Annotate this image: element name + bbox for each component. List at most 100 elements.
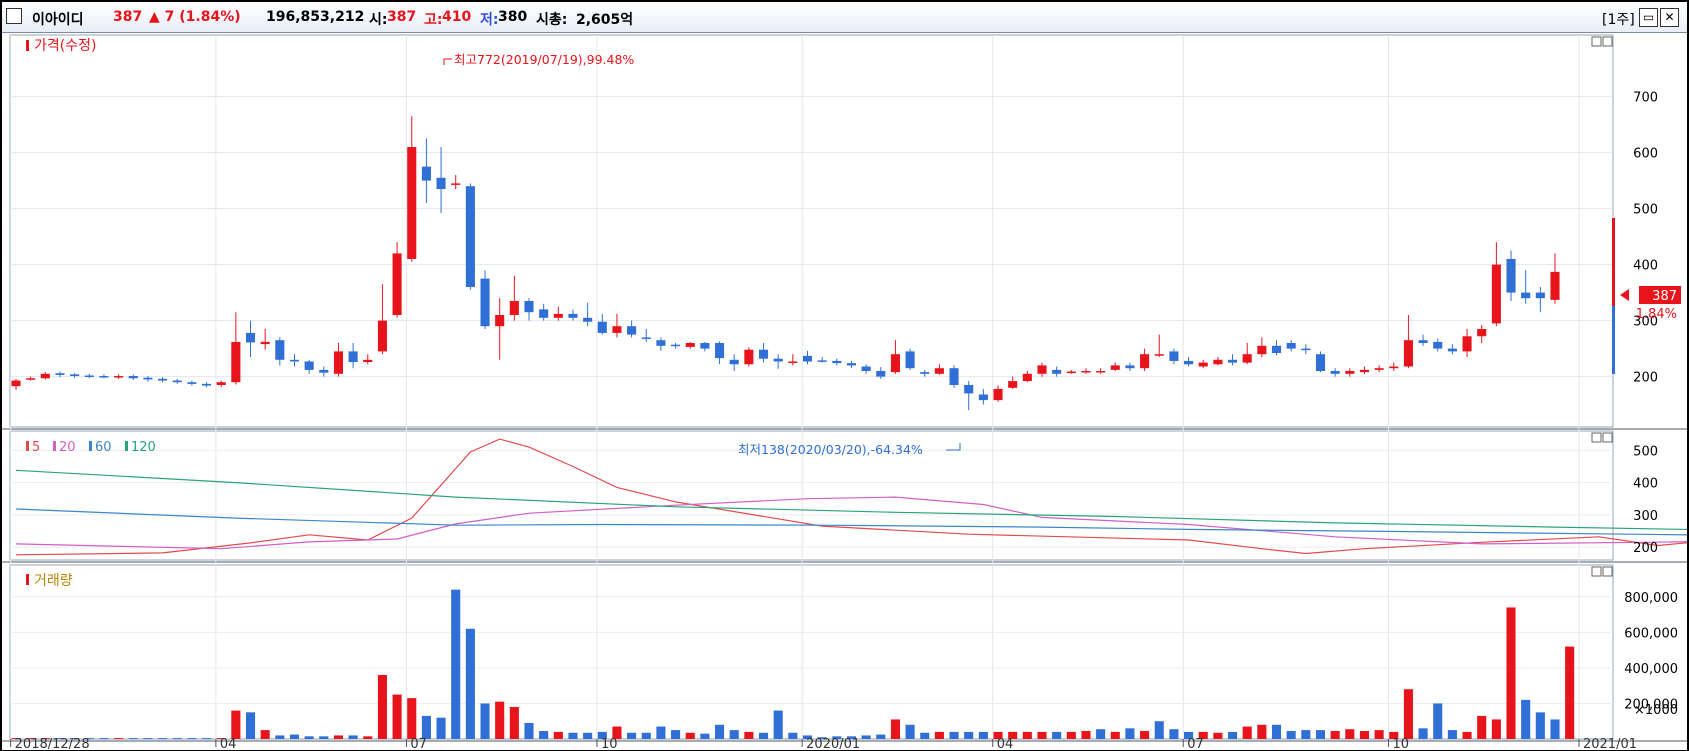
volume-bar bbox=[55, 738, 65, 740]
volume-bar bbox=[832, 736, 842, 739]
candle-body bbox=[40, 373, 50, 379]
close-window-icon[interactable]: ✕ bbox=[1660, 8, 1679, 27]
candle-body bbox=[55, 373, 65, 375]
candle-body bbox=[788, 361, 798, 363]
candle-body bbox=[1271, 345, 1282, 354]
candle-body bbox=[817, 360, 827, 362]
candle-body bbox=[319, 369, 329, 373]
candle-body bbox=[84, 375, 94, 377]
price-change: ▲ 7 (1.84%) bbox=[149, 9, 241, 25]
candle-body bbox=[876, 371, 886, 377]
candle-body bbox=[187, 382, 197, 384]
candle-body bbox=[685, 343, 695, 347]
price-tick-label: 400 bbox=[1633, 259, 1658, 274]
volume-bar bbox=[465, 628, 475, 739]
panel-close-icon[interactable] bbox=[1602, 36, 1613, 47]
candle-body bbox=[377, 320, 387, 352]
candle-body bbox=[1374, 368, 1384, 370]
candle-body bbox=[1315, 354, 1326, 371]
volume-bar bbox=[671, 730, 681, 739]
volume-bar bbox=[245, 712, 256, 739]
window-checkbox[interactable] bbox=[6, 8, 22, 24]
volume-bar bbox=[348, 735, 358, 739]
volume-bar bbox=[1022, 731, 1032, 739]
max-annotation: 최고772(2019/07/19),99.48% bbox=[443, 52, 634, 67]
candle-body bbox=[509, 301, 519, 315]
candle-body bbox=[99, 376, 109, 378]
panel-close-icon[interactable] bbox=[1602, 432, 1613, 443]
candle-body bbox=[333, 351, 344, 374]
price-tag-box bbox=[1639, 286, 1681, 304]
market-cap-label: 시총: bbox=[536, 12, 568, 28]
volume-bar bbox=[231, 710, 241, 739]
panel-close-icon[interactable] bbox=[1602, 566, 1613, 577]
candle-body bbox=[700, 343, 710, 349]
volume-bar bbox=[744, 731, 754, 739]
volume-bar bbox=[964, 731, 974, 739]
low-label: 저: bbox=[480, 12, 499, 28]
candle-body bbox=[436, 177, 446, 189]
volume-bar bbox=[553, 731, 563, 739]
range-bar-down bbox=[1612, 306, 1615, 374]
volume-bar bbox=[289, 734, 300, 739]
restore-window-icon[interactable]: ▭ bbox=[1639, 8, 1658, 27]
panel-minimize-icon[interactable] bbox=[1591, 432, 1602, 443]
volume-bar bbox=[304, 736, 314, 739]
volume-bar bbox=[1198, 731, 1208, 739]
candle-body bbox=[671, 344, 681, 347]
volume-bar bbox=[377, 675, 387, 739]
candle-body bbox=[348, 351, 358, 363]
price-tag-value: 387 bbox=[1652, 289, 1677, 304]
candle-body bbox=[1433, 341, 1443, 349]
panel-minimize-icon[interactable] bbox=[1591, 566, 1602, 577]
panel-minimize-icon[interactable] bbox=[1591, 36, 1602, 47]
candle-body bbox=[114, 376, 124, 378]
volume-bar bbox=[905, 724, 915, 739]
candle-body bbox=[1227, 359, 1238, 363]
volume-bar bbox=[99, 738, 109, 740]
volume-bar bbox=[685, 732, 695, 739]
candle-body bbox=[1345, 371, 1355, 374]
volume-bar bbox=[1096, 729, 1106, 739]
candle-body bbox=[832, 360, 842, 364]
current-price: 387 bbox=[113, 9, 143, 25]
volume-bar bbox=[920, 732, 930, 739]
candle-body bbox=[289, 359, 300, 362]
volume-bar bbox=[407, 698, 417, 739]
candle-body bbox=[1477, 329, 1487, 337]
candle-body bbox=[260, 341, 270, 345]
volume-bar bbox=[583, 732, 593, 739]
ma-line-5 bbox=[15, 438, 1687, 556]
candle-body bbox=[1535, 292, 1545, 299]
volume-bar bbox=[524, 723, 534, 739]
volume-panel: 거래량 200,000 400,000 600,000 800,000 ×1000 bbox=[11, 573, 1678, 740]
candle-body bbox=[201, 383, 212, 386]
period-selector[interactable]: [1주] bbox=[1602, 12, 1635, 28]
volume-bar bbox=[1140, 731, 1150, 739]
volume-bar bbox=[890, 719, 900, 739]
volume-bar bbox=[26, 738, 36, 740]
ma-tick-label: 300 bbox=[1633, 509, 1658, 524]
volume-bar bbox=[275, 735, 285, 739]
x-tick-label: 10 bbox=[1392, 737, 1409, 750]
price-tick-label: 200 bbox=[1633, 371, 1658, 386]
candle-body bbox=[1037, 365, 1047, 374]
volume-bar bbox=[788, 732, 798, 739]
volume-bar bbox=[773, 710, 783, 739]
candle-body bbox=[934, 368, 944, 374]
candle-body bbox=[245, 332, 256, 343]
volume-bar bbox=[1403, 689, 1413, 739]
volume-bar bbox=[319, 736, 329, 739]
volume-bar bbox=[1154, 721, 1164, 739]
candle-body bbox=[1184, 360, 1194, 365]
volume-bar bbox=[612, 726, 622, 739]
volume-bar bbox=[1535, 712, 1545, 739]
ma-legend-marker bbox=[89, 441, 92, 451]
volume-bar bbox=[1330, 731, 1340, 739]
candle-body bbox=[978, 394, 988, 401]
volume-bar bbox=[421, 715, 431, 739]
candle-body bbox=[1286, 343, 1296, 349]
low-price: 380 bbox=[498, 9, 528, 25]
candle-body bbox=[1081, 371, 1091, 373]
